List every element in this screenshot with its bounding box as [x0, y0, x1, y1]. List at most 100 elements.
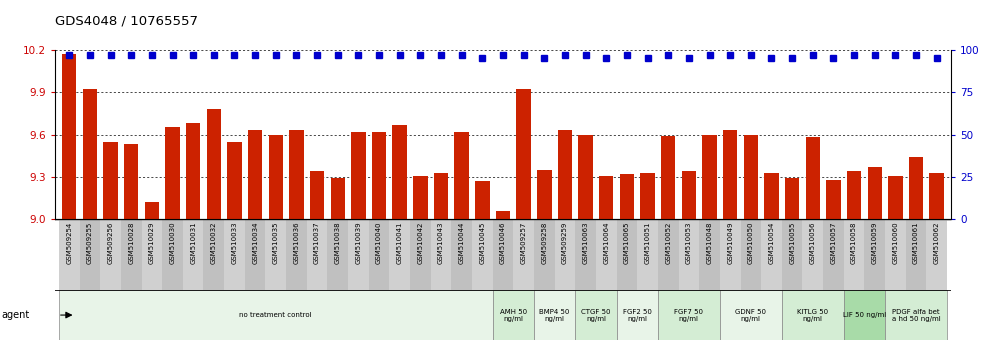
Bar	[620, 174, 634, 219]
Text: GSM510033: GSM510033	[231, 222, 237, 264]
Bar	[764, 173, 779, 219]
Text: GSM510063: GSM510063	[583, 222, 589, 264]
Bar	[206, 109, 221, 219]
Bar	[472, 219, 493, 290]
Bar	[599, 176, 614, 219]
Bar	[475, 181, 490, 219]
Bar	[702, 135, 717, 219]
Bar	[62, 54, 77, 219]
Bar	[658, 219, 678, 290]
Text: LIF 50 ng/ml: LIF 50 ng/ml	[843, 312, 886, 318]
Bar	[888, 176, 902, 219]
Bar	[392, 125, 407, 219]
Text: GSM510049: GSM510049	[727, 222, 733, 264]
Bar	[141, 219, 162, 290]
Text: GSM510044: GSM510044	[459, 222, 465, 264]
Text: GSM510056: GSM510056	[810, 222, 816, 264]
Bar	[723, 130, 737, 219]
Bar	[926, 219, 947, 290]
Bar	[372, 132, 386, 219]
Bar	[844, 219, 865, 290]
Bar	[121, 219, 141, 290]
Bar	[430, 219, 451, 290]
Bar	[513, 219, 534, 290]
Bar	[720, 290, 782, 340]
Text: GSM510028: GSM510028	[128, 222, 134, 264]
Bar	[658, 290, 720, 340]
Bar	[534, 290, 576, 340]
Bar	[203, 219, 224, 290]
Bar	[227, 142, 242, 219]
Text: GSM510057: GSM510057	[831, 222, 837, 264]
Text: GSM510055: GSM510055	[789, 222, 795, 264]
Bar	[720, 219, 740, 290]
Text: GSM510060: GSM510060	[892, 222, 898, 264]
Bar	[269, 135, 283, 219]
Text: GDNF 50
ng/ml: GDNF 50 ng/ml	[735, 309, 766, 321]
Bar	[413, 176, 427, 219]
Text: GSM510059: GSM510059	[872, 222, 877, 264]
Bar	[617, 290, 658, 340]
Bar	[389, 219, 410, 290]
Text: GSM510029: GSM510029	[148, 222, 154, 264]
Text: GSM510062: GSM510062	[933, 222, 939, 264]
Text: GSM510058: GSM510058	[852, 222, 858, 264]
Text: GSM510050: GSM510050	[748, 222, 754, 264]
Bar	[307, 219, 328, 290]
Bar	[929, 173, 944, 219]
Text: GSM509257: GSM509257	[521, 222, 527, 264]
Text: GSM510051: GSM510051	[644, 222, 650, 264]
Bar	[905, 219, 926, 290]
Text: GSM510054: GSM510054	[769, 222, 775, 264]
Bar	[785, 178, 800, 219]
Bar	[576, 219, 596, 290]
Bar	[678, 219, 699, 290]
Bar	[144, 202, 159, 219]
Text: GSM510065: GSM510065	[623, 222, 629, 264]
Text: GSM510040: GSM510040	[376, 222, 382, 264]
Text: GSM510030: GSM510030	[169, 222, 175, 264]
Text: GSM509258: GSM509258	[541, 222, 547, 264]
Text: AMH 50
ng/ml: AMH 50 ng/ml	[500, 309, 527, 321]
Bar	[908, 157, 923, 219]
Bar	[454, 132, 469, 219]
Bar	[803, 219, 823, 290]
Text: GSM509256: GSM509256	[108, 222, 114, 264]
Text: CTGF 50
ng/ml: CTGF 50 ng/ml	[582, 309, 611, 321]
Bar	[806, 137, 820, 219]
Bar	[369, 219, 389, 290]
Bar	[451, 219, 472, 290]
Text: GSM510034: GSM510034	[252, 222, 258, 264]
Text: FGF2 50
ng/ml: FGF2 50 ng/ml	[622, 309, 651, 321]
Bar	[183, 219, 203, 290]
Bar	[555, 219, 576, 290]
Bar	[352, 132, 366, 219]
Bar	[101, 219, 121, 290]
Text: GSM510042: GSM510042	[417, 222, 423, 264]
Text: GSM509254: GSM509254	[67, 222, 73, 264]
Bar	[410, 219, 430, 290]
Text: GSM510053: GSM510053	[686, 222, 692, 264]
Text: GSM509255: GSM509255	[87, 222, 93, 264]
Bar	[847, 171, 862, 219]
Text: agent: agent	[1, 310, 29, 320]
Text: GSM510064: GSM510064	[604, 222, 610, 264]
Text: GSM510046: GSM510046	[500, 222, 506, 264]
Text: GSM510032: GSM510032	[211, 222, 217, 264]
Text: no treatment control: no treatment control	[239, 312, 312, 318]
Bar	[579, 135, 593, 219]
Bar	[744, 135, 758, 219]
Bar	[782, 290, 844, 340]
Bar	[245, 219, 266, 290]
Bar	[661, 136, 675, 219]
Bar	[165, 127, 179, 219]
Bar	[576, 290, 617, 340]
Bar	[104, 142, 118, 219]
Bar	[496, 211, 510, 219]
Bar	[80, 219, 101, 290]
Bar	[558, 130, 572, 219]
Bar	[681, 171, 696, 219]
Bar	[310, 171, 325, 219]
Bar	[637, 219, 658, 290]
Text: GSM510037: GSM510037	[314, 222, 320, 264]
